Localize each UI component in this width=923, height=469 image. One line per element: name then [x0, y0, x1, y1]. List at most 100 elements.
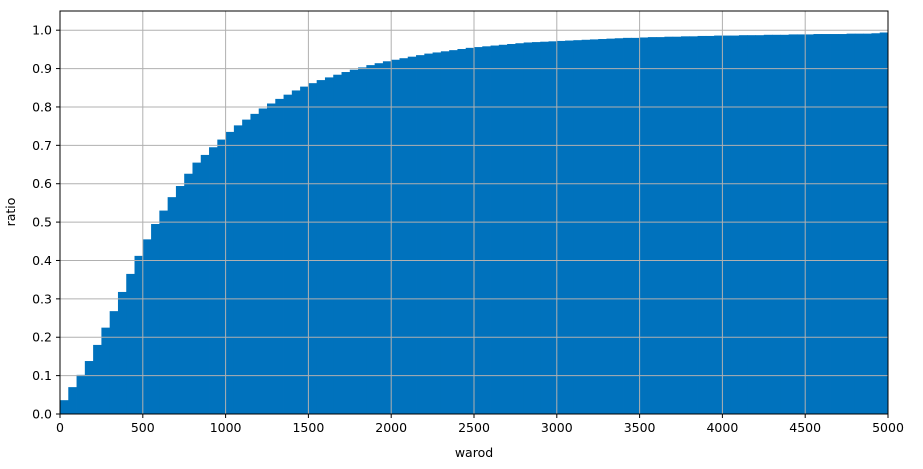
histogram-bar [209, 147, 218, 414]
histogram-bar [407, 56, 417, 414]
histogram-bar [391, 59, 400, 415]
histogram-bar [399, 58, 409, 415]
y-tick-label: 0.0 [32, 407, 52, 422]
histogram-bar [217, 139, 226, 415]
histogram-bar [830, 34, 839, 415]
histogram-bar [664, 36, 674, 414]
histogram-bar [846, 33, 856, 414]
x-tick-label: 2000 [375, 420, 407, 435]
histogram-bar [76, 374, 86, 414]
histogram-bar [93, 344, 102, 414]
histogram-bar [871, 33, 881, 414]
y-axis-title: ratio [3, 198, 18, 227]
y-tick-label: 1.0 [32, 23, 52, 38]
histogram-bar [316, 80, 326, 414]
histogram-bar [84, 361, 94, 414]
histogram-bar [772, 34, 781, 414]
histogram-bar [175, 186, 185, 414]
histogram-bar [581, 39, 591, 415]
histogram-bar [134, 255, 144, 414]
histogram-bar [300, 86, 309, 414]
y-tick-label: 0.5 [32, 215, 52, 230]
histogram-bar [416, 55, 425, 415]
histogram-bar [159, 210, 169, 414]
histogram-bar [424, 53, 433, 415]
histogram-bar [142, 239, 152, 414]
histogram-bar [589, 39, 599, 414]
y-tick-label: 0.1 [32, 368, 52, 383]
histogram-bar [656, 37, 665, 414]
histogram-bar [498, 44, 508, 414]
histogram-bar [631, 37, 640, 414]
histogram-bar [722, 35, 732, 414]
histogram-bar [714, 35, 723, 414]
x-tick-label: 3000 [541, 420, 573, 435]
histogram-bar [109, 311, 119, 414]
histogram-bar [565, 40, 574, 414]
histogram-bar [805, 34, 814, 414]
x-tick-label: 4000 [706, 420, 738, 435]
histogram-bar [482, 46, 491, 414]
histogram-bar [813, 34, 823, 415]
histogram-bar [250, 113, 260, 414]
histogram-bar [821, 34, 831, 415]
y-tick-label: 0.3 [32, 291, 52, 306]
histogram-bar [490, 45, 500, 415]
histogram-bar [573, 40, 583, 414]
histogram-bar [863, 33, 872, 414]
histogram-bar [126, 273, 135, 414]
histogram-bar [333, 74, 342, 415]
histogram-bar [68, 387, 77, 414]
histogram-bar [681, 36, 690, 415]
histogram-bar [548, 41, 558, 414]
histogram-bar [225, 131, 235, 414]
histogram-bar [838, 34, 847, 415]
histogram-bar [324, 77, 334, 414]
histogram-bar [283, 94, 293, 415]
histogram-bar [507, 44, 516, 414]
y-tick-label: 0.7 [32, 138, 52, 153]
y-tick-label: 0.2 [32, 330, 52, 345]
histogram-bar [639, 37, 649, 415]
histogram-bar [349, 69, 359, 415]
histogram-bar [647, 37, 657, 414]
histogram-bar [200, 154, 210, 414]
histogram-bar [747, 35, 756, 415]
histogram-bar [358, 67, 367, 415]
histogram-bar [117, 291, 127, 414]
histogram-bar [697, 35, 707, 414]
histogram-bar [184, 173, 193, 414]
histogram-bar [598, 39, 607, 414]
histogram-bar [151, 224, 160, 414]
histogram-bar [705, 35, 715, 414]
histogram-bar [689, 36, 698, 415]
histogram-bar [382, 61, 392, 414]
histogram-bar [531, 42, 541, 415]
x-tick-label: 1000 [210, 420, 242, 435]
y-tick-label: 0.6 [32, 176, 52, 191]
x-tick-label: 3500 [624, 420, 656, 435]
histogram-bar [242, 119, 251, 414]
histogram-bar [879, 32, 889, 414]
histogram-bar [614, 38, 624, 414]
histogram-bar [267, 103, 276, 414]
histogram-bar [366, 65, 376, 415]
histogram-bar [258, 108, 268, 415]
histogram-bar [308, 83, 318, 414]
histogram-bar [854, 33, 864, 414]
histogram-bar [440, 51, 450, 415]
y-axis: 0.0 0.1 0.2 0.3 0.4 0.5 0.6 0.7 0.8 0.9 1.0 [32, 23, 60, 422]
histogram-bar [523, 42, 533, 414]
bars-layer [60, 32, 889, 415]
histogram-bar [233, 125, 243, 414]
histogram-bar [788, 34, 798, 414]
histogram-bar [730, 35, 740, 414]
histogram-bar [763, 34, 773, 414]
histogram-bar [449, 50, 458, 415]
histogram-bar [432, 52, 442, 415]
x-axis-title: warod [455, 445, 493, 460]
histogram-bar [755, 35, 765, 415]
histogram-bar [606, 38, 616, 415]
histogram-bar [60, 400, 69, 414]
